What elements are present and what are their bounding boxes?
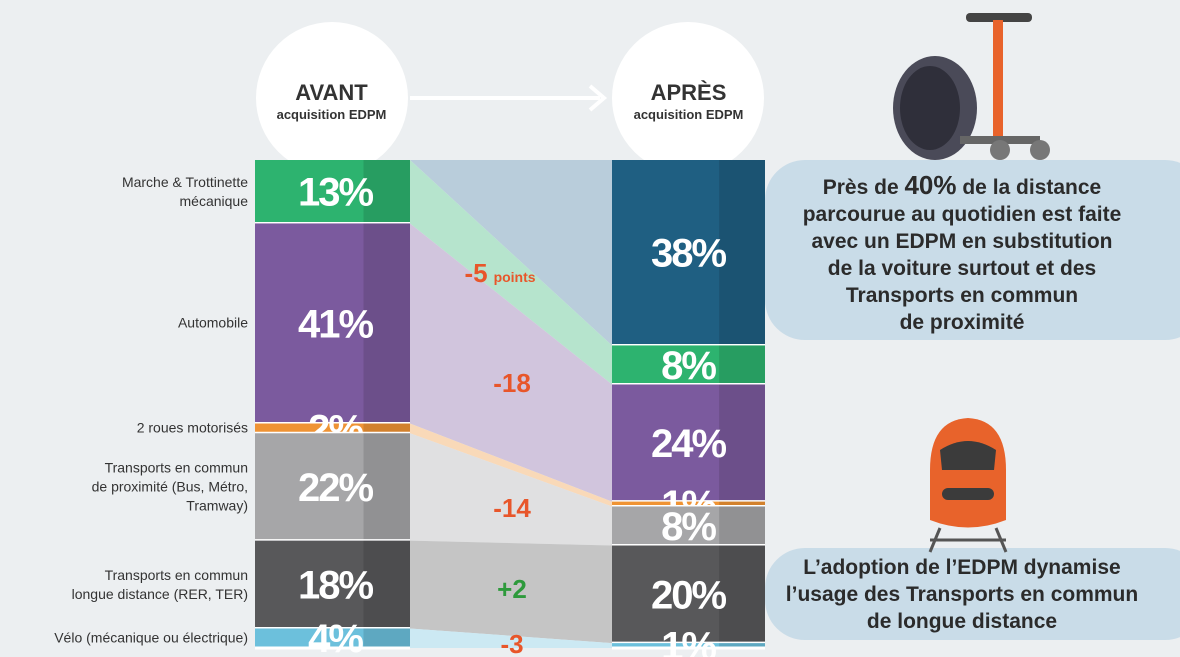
- flow-annotation: -5 points: [464, 258, 535, 288]
- data-label: 22%: [298, 466, 373, 510]
- column-subtitle: acquisition EDPM: [634, 107, 744, 122]
- bar-segment: [255, 433, 410, 541]
- column-badge: [612, 22, 764, 174]
- callout-line: Transports en commun: [846, 284, 1078, 307]
- segment-shade: [363, 223, 410, 424]
- callout-text: avec un EDPM en substitution: [811, 230, 1112, 253]
- callout-text: de la voiture surtout et des: [828, 257, 1096, 280]
- callout-text: de proximité: [900, 311, 1025, 334]
- segment-shade: [719, 501, 765, 507]
- segment-shade: [363, 628, 410, 648]
- callout-box: [765, 548, 1180, 640]
- flow-annotation: -18: [493, 368, 531, 398]
- callout-line: avec un EDPM en substitution: [811, 230, 1112, 253]
- callout-text: Transports en commun: [846, 284, 1078, 307]
- data-label: 41%: [298, 302, 373, 346]
- annotation-value: -18: [493, 368, 531, 398]
- category-label: Vélo (mécanique ou électrique): [54, 629, 248, 646]
- segment-shade: [719, 345, 765, 385]
- flow: [410, 423, 612, 507]
- callout-line: de la distance: [957, 176, 1102, 199]
- segment-shade: [719, 545, 765, 644]
- data-label: 20%: [651, 573, 726, 617]
- segment-shade: [719, 643, 765, 648]
- flow: [410, 223, 612, 502]
- segment-shade: [363, 540, 410, 629]
- column-subtitle: acquisition EDPM: [277, 107, 387, 122]
- flow-annotation: -3: [500, 629, 523, 657]
- flow-annotation: -14: [493, 493, 531, 523]
- callout-text: Près de 40% de la distance: [823, 170, 1102, 200]
- bar-segment: [612, 160, 765, 346]
- annotation-value: +2: [497, 574, 527, 604]
- data-label: 38%: [651, 232, 726, 276]
- category-label: Transports en commun de proximité (Bus, …: [91, 459, 248, 514]
- callout-text: parcourue au quotidien est faite: [803, 203, 1122, 226]
- flows: [410, 160, 612, 648]
- bar-segment: [612, 345, 765, 385]
- bar-segment: [612, 506, 765, 546]
- flow: [410, 433, 612, 546]
- flow: [410, 160, 612, 385]
- data-label: 13%: [298, 171, 373, 215]
- callout-line: L’adoption de l’EDPM dynamise: [803, 556, 1120, 579]
- callout-line: de la voiture surtout et des: [828, 257, 1096, 280]
- callout-line: de longue distance: [867, 610, 1057, 633]
- annotation-value: -5: [464, 258, 487, 288]
- data-label: 8%: [661, 344, 716, 388]
- bar-segment: [612, 643, 765, 648]
- annotation-value: -3: [500, 629, 523, 657]
- data-label: 24%: [651, 422, 726, 466]
- column-title: APRÈS: [651, 80, 727, 105]
- bar-segment: [255, 223, 410, 424]
- callout-text: L’adoption de l’EDPM dynamise: [803, 556, 1120, 579]
- flow: [410, 540, 612, 644]
- data-label: 18%: [298, 564, 373, 608]
- callout-text: de longue distance: [867, 610, 1057, 633]
- callout-line: de proximité: [900, 311, 1025, 334]
- segment-shade: [719, 160, 765, 346]
- column-badge: [256, 22, 408, 174]
- category-label: Transports en commun longue distance (RE…: [71, 566, 248, 602]
- callout-lead: Près de: [823, 176, 905, 199]
- segment-shade: [363, 433, 410, 541]
- segment-shade: [363, 160, 410, 224]
- category-label: 2 roues motorisés: [136, 419, 248, 436]
- data-label: 8%: [661, 505, 716, 549]
- bar-segment: [612, 384, 765, 502]
- callout-line: parcourue au quotidien est faite: [803, 203, 1122, 226]
- data-label: 4%: [308, 617, 363, 657]
- data-label: 1%: [661, 625, 716, 657]
- segment-shade: [363, 423, 410, 434]
- flow: [410, 628, 612, 648]
- callout-line: l’usage des Transports en commun: [786, 583, 1138, 606]
- bar-segment: [612, 501, 765, 507]
- train-icon: [928, 418, 1008, 553]
- flow-annotation: +2: [497, 574, 527, 604]
- bar-segment: [255, 423, 410, 434]
- category-label: Automobile: [177, 314, 248, 331]
- scooter-icon: [893, 13, 1050, 160]
- segment-shade: [719, 506, 765, 546]
- annotation-value: -14: [493, 493, 531, 523]
- callout-text: l’usage des Transports en commun: [786, 583, 1138, 606]
- category-label: Marche & Trottinette mécanique: [121, 173, 248, 209]
- callout-box: [765, 160, 1180, 340]
- callout-highlight: 40%: [904, 170, 956, 200]
- bar-segment: [612, 545, 765, 644]
- bar-segment: [255, 540, 410, 629]
- bar-segment: [255, 628, 410, 648]
- arrow-head: [588, 84, 608, 112]
- column-title: AVANT: [295, 80, 368, 105]
- bar-segment: [255, 160, 410, 224]
- segment-shade: [719, 384, 765, 502]
- annotation-unit: points: [494, 269, 536, 285]
